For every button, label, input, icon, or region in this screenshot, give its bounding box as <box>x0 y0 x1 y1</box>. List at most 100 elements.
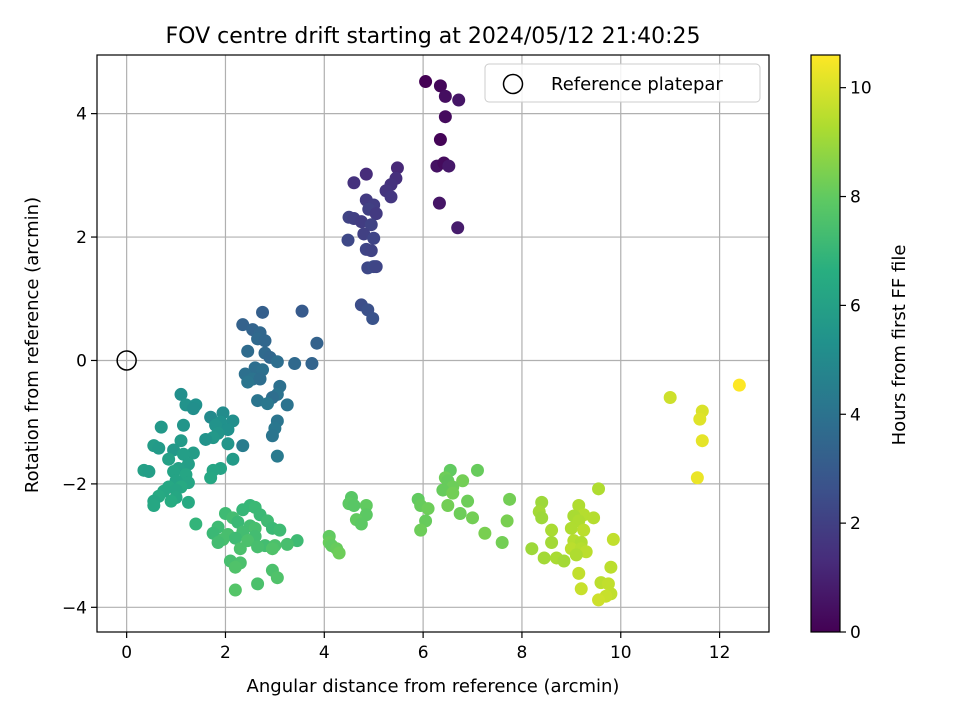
x-tick-label: 4 <box>319 643 330 663</box>
colorbar-tick-label: 6 <box>850 296 861 316</box>
y-axis-ticks: −4 −2 0 2 4 <box>62 105 97 618</box>
x-axis-label: Angular distance from reference (arcmin) <box>247 676 620 697</box>
data-point <box>186 402 200 416</box>
colorbar-tick-label: 10 <box>850 79 872 99</box>
legend: Reference platepar <box>484 63 761 103</box>
data-point <box>433 79 447 93</box>
data-point <box>228 560 242 574</box>
data-point <box>366 312 380 326</box>
data-point <box>572 566 586 580</box>
colorbar-tick-label: 8 <box>850 188 861 208</box>
data-point <box>354 517 368 531</box>
colorbar-gradient <box>810 54 841 633</box>
x-axis-ticks: 0 2 4 6 8 10 12 <box>121 632 730 663</box>
data-point <box>310 336 324 350</box>
data-point <box>236 503 250 517</box>
data-point <box>359 167 373 181</box>
data-point <box>341 233 355 247</box>
data-point <box>364 218 378 232</box>
data-point <box>251 577 265 591</box>
data-point <box>357 227 371 241</box>
data-point <box>359 498 373 512</box>
data-point <box>226 452 240 466</box>
data-point <box>241 344 255 358</box>
data-point <box>577 523 591 537</box>
data-point <box>500 514 514 528</box>
data-point <box>452 93 466 107</box>
data-point <box>181 457 195 471</box>
data-point <box>221 423 235 437</box>
y-tick-label: 0 <box>76 351 87 371</box>
data-point <box>432 196 446 210</box>
legend-box <box>484 63 761 103</box>
data-point <box>421 502 435 516</box>
data-point <box>369 207 383 221</box>
data-point <box>525 542 539 556</box>
x-tick-label: 2 <box>220 643 231 663</box>
data-point <box>503 492 517 506</box>
data-point <box>347 176 361 190</box>
data-point <box>545 536 559 550</box>
data-point <box>438 110 452 124</box>
data-point <box>470 463 484 477</box>
data-point <box>466 511 480 525</box>
data-point <box>495 536 509 550</box>
chart-title: FOV centre drift starting at 2024/05/12 … <box>166 24 701 49</box>
data-point <box>414 523 428 537</box>
data-point <box>273 523 287 537</box>
data-point <box>295 304 309 318</box>
data-point <box>557 554 571 568</box>
data-point <box>176 418 190 432</box>
data-point <box>270 571 284 585</box>
data-point <box>251 540 265 554</box>
data-point <box>347 498 361 512</box>
legend-reference-marker <box>502 73 524 95</box>
data-point <box>270 449 284 463</box>
x-tick-label: 0 <box>121 643 132 663</box>
data-point <box>456 474 470 488</box>
data-point <box>354 215 368 229</box>
data-point <box>592 593 606 607</box>
data-point <box>574 582 588 596</box>
data-point <box>438 89 452 103</box>
plot-frame <box>96 54 770 633</box>
data-point <box>162 452 176 466</box>
data-point <box>236 318 250 332</box>
data-point <box>288 357 302 371</box>
data-point <box>231 515 245 529</box>
y-tick-label: 4 <box>76 105 87 125</box>
data-point <box>265 429 279 443</box>
data-point <box>364 244 378 258</box>
x-tick-label: 12 <box>709 643 731 663</box>
y-tick-label: 2 <box>76 228 87 248</box>
y-axis-label: Rotation from reference (arcmin) <box>22 197 43 493</box>
x-tick-label: 6 <box>418 643 429 663</box>
data-point <box>260 397 274 411</box>
data-point <box>154 420 168 434</box>
colorbar-tick-label: 0 <box>850 623 861 643</box>
data-point <box>181 495 195 509</box>
data-point <box>199 432 213 446</box>
data-point <box>663 390 677 404</box>
data-point <box>174 387 188 401</box>
data-point <box>221 437 235 451</box>
y-tick-label: −2 <box>62 475 87 495</box>
data-point <box>228 531 242 545</box>
colorbar: 0 2 4 6 8 10 Hours from first FF file <box>810 54 910 643</box>
reference-marker <box>116 350 137 371</box>
x-tick-label: 10 <box>610 643 632 663</box>
data-point <box>601 577 615 591</box>
colorbar-tick-label: 4 <box>850 405 861 425</box>
legend-entry-reference: Reference platepar <box>551 74 723 95</box>
data-point <box>164 494 178 508</box>
data-point <box>390 161 404 175</box>
data-point <box>233 542 247 556</box>
data-point <box>147 498 161 512</box>
data-point <box>258 334 272 348</box>
data-point <box>384 190 398 204</box>
colorbar-tick-label: 2 <box>850 514 861 534</box>
data-point <box>290 534 304 548</box>
data-point <box>478 526 492 540</box>
data-points <box>137 75 746 607</box>
